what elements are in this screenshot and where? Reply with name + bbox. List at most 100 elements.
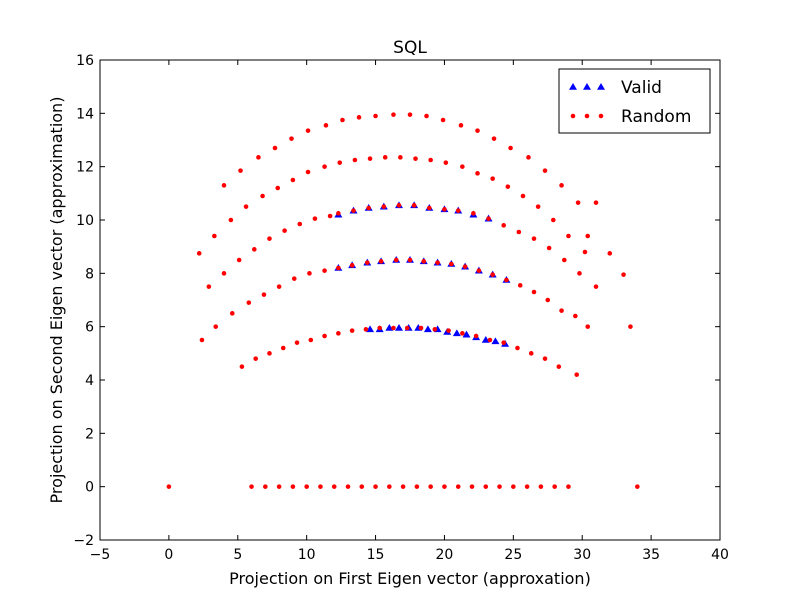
random-point <box>505 184 511 189</box>
x-tick-label: 30 <box>573 547 591 563</box>
random-point <box>322 268 327 273</box>
random-point <box>442 207 447 212</box>
random-point <box>511 484 516 489</box>
random-point <box>221 183 227 188</box>
random-point <box>573 313 578 319</box>
x-axis: −5 0 5 10 15 20 25 30 35 40 <box>90 60 729 563</box>
random-point <box>556 364 562 369</box>
random-point <box>305 169 311 175</box>
random-point <box>559 308 564 313</box>
random-point <box>607 251 613 256</box>
random-point <box>538 484 544 489</box>
random-point <box>528 351 534 356</box>
random-point <box>336 265 341 271</box>
random-point <box>542 356 548 361</box>
random-point <box>373 113 378 119</box>
random-point <box>566 233 571 239</box>
random-point <box>256 155 261 160</box>
random-point <box>393 257 399 263</box>
random-point <box>249 484 254 489</box>
random-point <box>545 297 551 303</box>
random-point <box>352 157 358 163</box>
random-point <box>252 247 257 252</box>
random-point <box>435 260 440 265</box>
random-point <box>515 345 520 351</box>
random-point <box>491 136 497 141</box>
random-point <box>411 203 417 208</box>
random-point <box>428 157 433 163</box>
random-point <box>373 484 378 489</box>
random-point <box>520 193 526 199</box>
chart-title: SQL <box>393 38 427 58</box>
legend-valid-marker <box>569 83 577 90</box>
random-point <box>531 289 537 295</box>
y-axis: −2 0 2 4 6 8 10 12 14 16 <box>73 53 720 549</box>
random-point <box>526 155 531 160</box>
random-point <box>455 208 461 213</box>
random-point <box>460 331 465 336</box>
random-point <box>582 249 588 255</box>
random-point <box>318 484 323 489</box>
random-point <box>432 327 438 332</box>
random-point <box>475 128 480 133</box>
valid-point <box>423 325 432 333</box>
random-point <box>327 213 333 219</box>
random-point <box>267 351 272 356</box>
random-point <box>535 204 541 209</box>
random-point <box>469 484 475 489</box>
random-point <box>449 261 454 267</box>
valid-point <box>385 324 394 331</box>
random-point <box>349 263 355 268</box>
random-point <box>260 193 265 199</box>
random-point <box>426 205 432 211</box>
random-point <box>407 257 413 263</box>
random-point <box>391 325 396 331</box>
random-point <box>566 484 571 489</box>
random-point <box>490 176 495 181</box>
legend-valid-marker <box>583 83 591 90</box>
random-point <box>501 223 506 228</box>
legend-random-marker <box>584 113 590 119</box>
y-tick-label: 14 <box>76 106 94 122</box>
random-point <box>552 484 557 489</box>
random-point <box>336 211 341 216</box>
random-point <box>476 268 482 273</box>
valid-point <box>452 329 461 337</box>
random-point <box>304 484 309 489</box>
random-point <box>542 168 548 173</box>
x-tick-label: 10 <box>298 547 316 563</box>
random-point <box>261 292 267 297</box>
random-point <box>308 337 314 343</box>
random-point <box>471 211 476 216</box>
random-point <box>307 271 312 276</box>
valid-point <box>366 325 375 333</box>
random-point <box>428 484 433 489</box>
random-point <box>483 484 489 489</box>
y-axis-label: Projection on Second Eigen vector (appro… <box>47 97 66 504</box>
random-point <box>424 113 429 119</box>
random-point <box>263 484 268 489</box>
random-point <box>275 185 281 191</box>
random-point <box>407 112 413 117</box>
random-point <box>404 325 410 331</box>
random-point <box>221 271 227 276</box>
random-point <box>331 484 337 489</box>
legend-valid-marker <box>597 83 605 90</box>
legend-random-marker <box>570 113 576 119</box>
random-point <box>236 257 242 263</box>
random-point <box>345 484 351 489</box>
random-point <box>238 168 243 173</box>
random-point <box>508 145 513 151</box>
random-point <box>239 364 245 369</box>
random-point <box>473 333 479 339</box>
random-point <box>276 484 282 489</box>
legend-box <box>558 68 711 134</box>
random-point <box>366 205 371 211</box>
random-point <box>378 259 384 264</box>
random-point <box>213 324 219 329</box>
random-point <box>593 200 599 205</box>
random-point <box>267 236 272 241</box>
random-point <box>253 356 258 361</box>
random-point <box>635 484 640 489</box>
y-tick-label: 0 <box>85 480 94 496</box>
